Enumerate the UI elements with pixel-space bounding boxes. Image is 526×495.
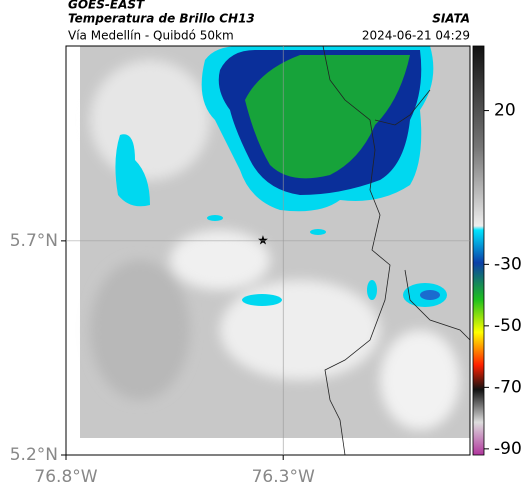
colorbar-tick-label: -90 bbox=[494, 439, 522, 459]
colorbar bbox=[472, 45, 485, 456]
x-tick-label: 76.8°W bbox=[34, 467, 97, 487]
colorbar-tick-label: -30 bbox=[494, 254, 522, 274]
colorbar-tick-label: 20 bbox=[494, 101, 516, 121]
map-frame bbox=[65, 45, 471, 456]
x-tick-label: 76.3°W bbox=[252, 467, 315, 487]
y-tick-label: 5.2°N bbox=[10, 445, 58, 465]
subtitle: Vía Medellín - Quibdó 50km bbox=[68, 29, 234, 43]
datetime: 2024-06-21 04:29 bbox=[362, 29, 470, 43]
title: Temperatura de Brillo CH13 bbox=[68, 12, 255, 26]
colorbar-tick-label: -50 bbox=[494, 316, 522, 336]
y-tick-label: 5.7°N bbox=[10, 231, 58, 251]
satellite-image: ★ bbox=[80, 45, 471, 456]
source: GOES-EAST bbox=[68, 0, 145, 12]
agency: SIATA bbox=[432, 12, 470, 26]
colorbar-tick-label: -70 bbox=[494, 377, 522, 397]
